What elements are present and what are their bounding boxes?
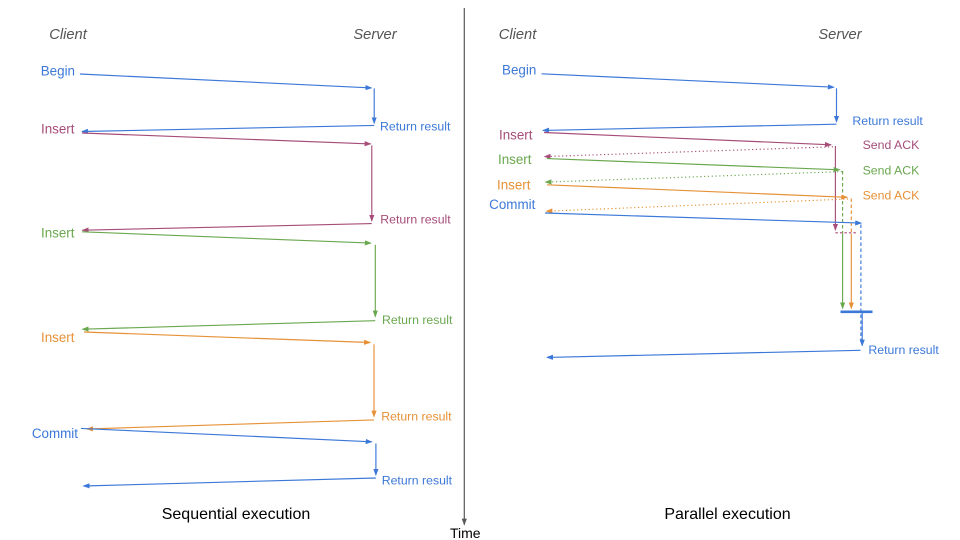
svg-text:Sequential execution: Sequential execution — [162, 506, 311, 523]
svg-text:Server: Server — [818, 27, 862, 43]
svg-text:Return result: Return result — [382, 474, 453, 488]
svg-text:Insert: Insert — [499, 127, 533, 142]
svg-text:Begin: Begin — [41, 64, 75, 79]
svg-text:Return result: Return result — [380, 119, 451, 133]
svg-text:Commit: Commit — [489, 197, 535, 212]
svg-text:Insert: Insert — [41, 122, 75, 137]
svg-text:Insert: Insert — [41, 330, 75, 345]
svg-text:Send ACK: Send ACK — [863, 138, 921, 152]
svg-text:Return result: Return result — [868, 343, 939, 357]
svg-text:Client: Client — [499, 27, 537, 43]
svg-text:Return result: Return result — [852, 114, 923, 128]
svg-text:Send ACK: Send ACK — [863, 188, 921, 202]
svg-text:Begin: Begin — [502, 63, 536, 78]
svg-text:Return result: Return result — [382, 313, 453, 327]
svg-text:Return result: Return result — [381, 409, 452, 423]
svg-text:Insert: Insert — [497, 177, 531, 192]
svg-text:Insert: Insert — [498, 152, 532, 167]
svg-text:Server: Server — [353, 27, 397, 43]
svg-text:Time: Time — [450, 525, 481, 540]
svg-text:Parallel execution: Parallel execution — [664, 506, 790, 523]
svg-text:Client: Client — [49, 27, 87, 43]
svg-text:Send ACK: Send ACK — [863, 163, 921, 177]
svg-text:Insert: Insert — [41, 225, 75, 240]
svg-text:Commit: Commit — [32, 426, 78, 441]
svg-text:Return result: Return result — [380, 212, 451, 226]
